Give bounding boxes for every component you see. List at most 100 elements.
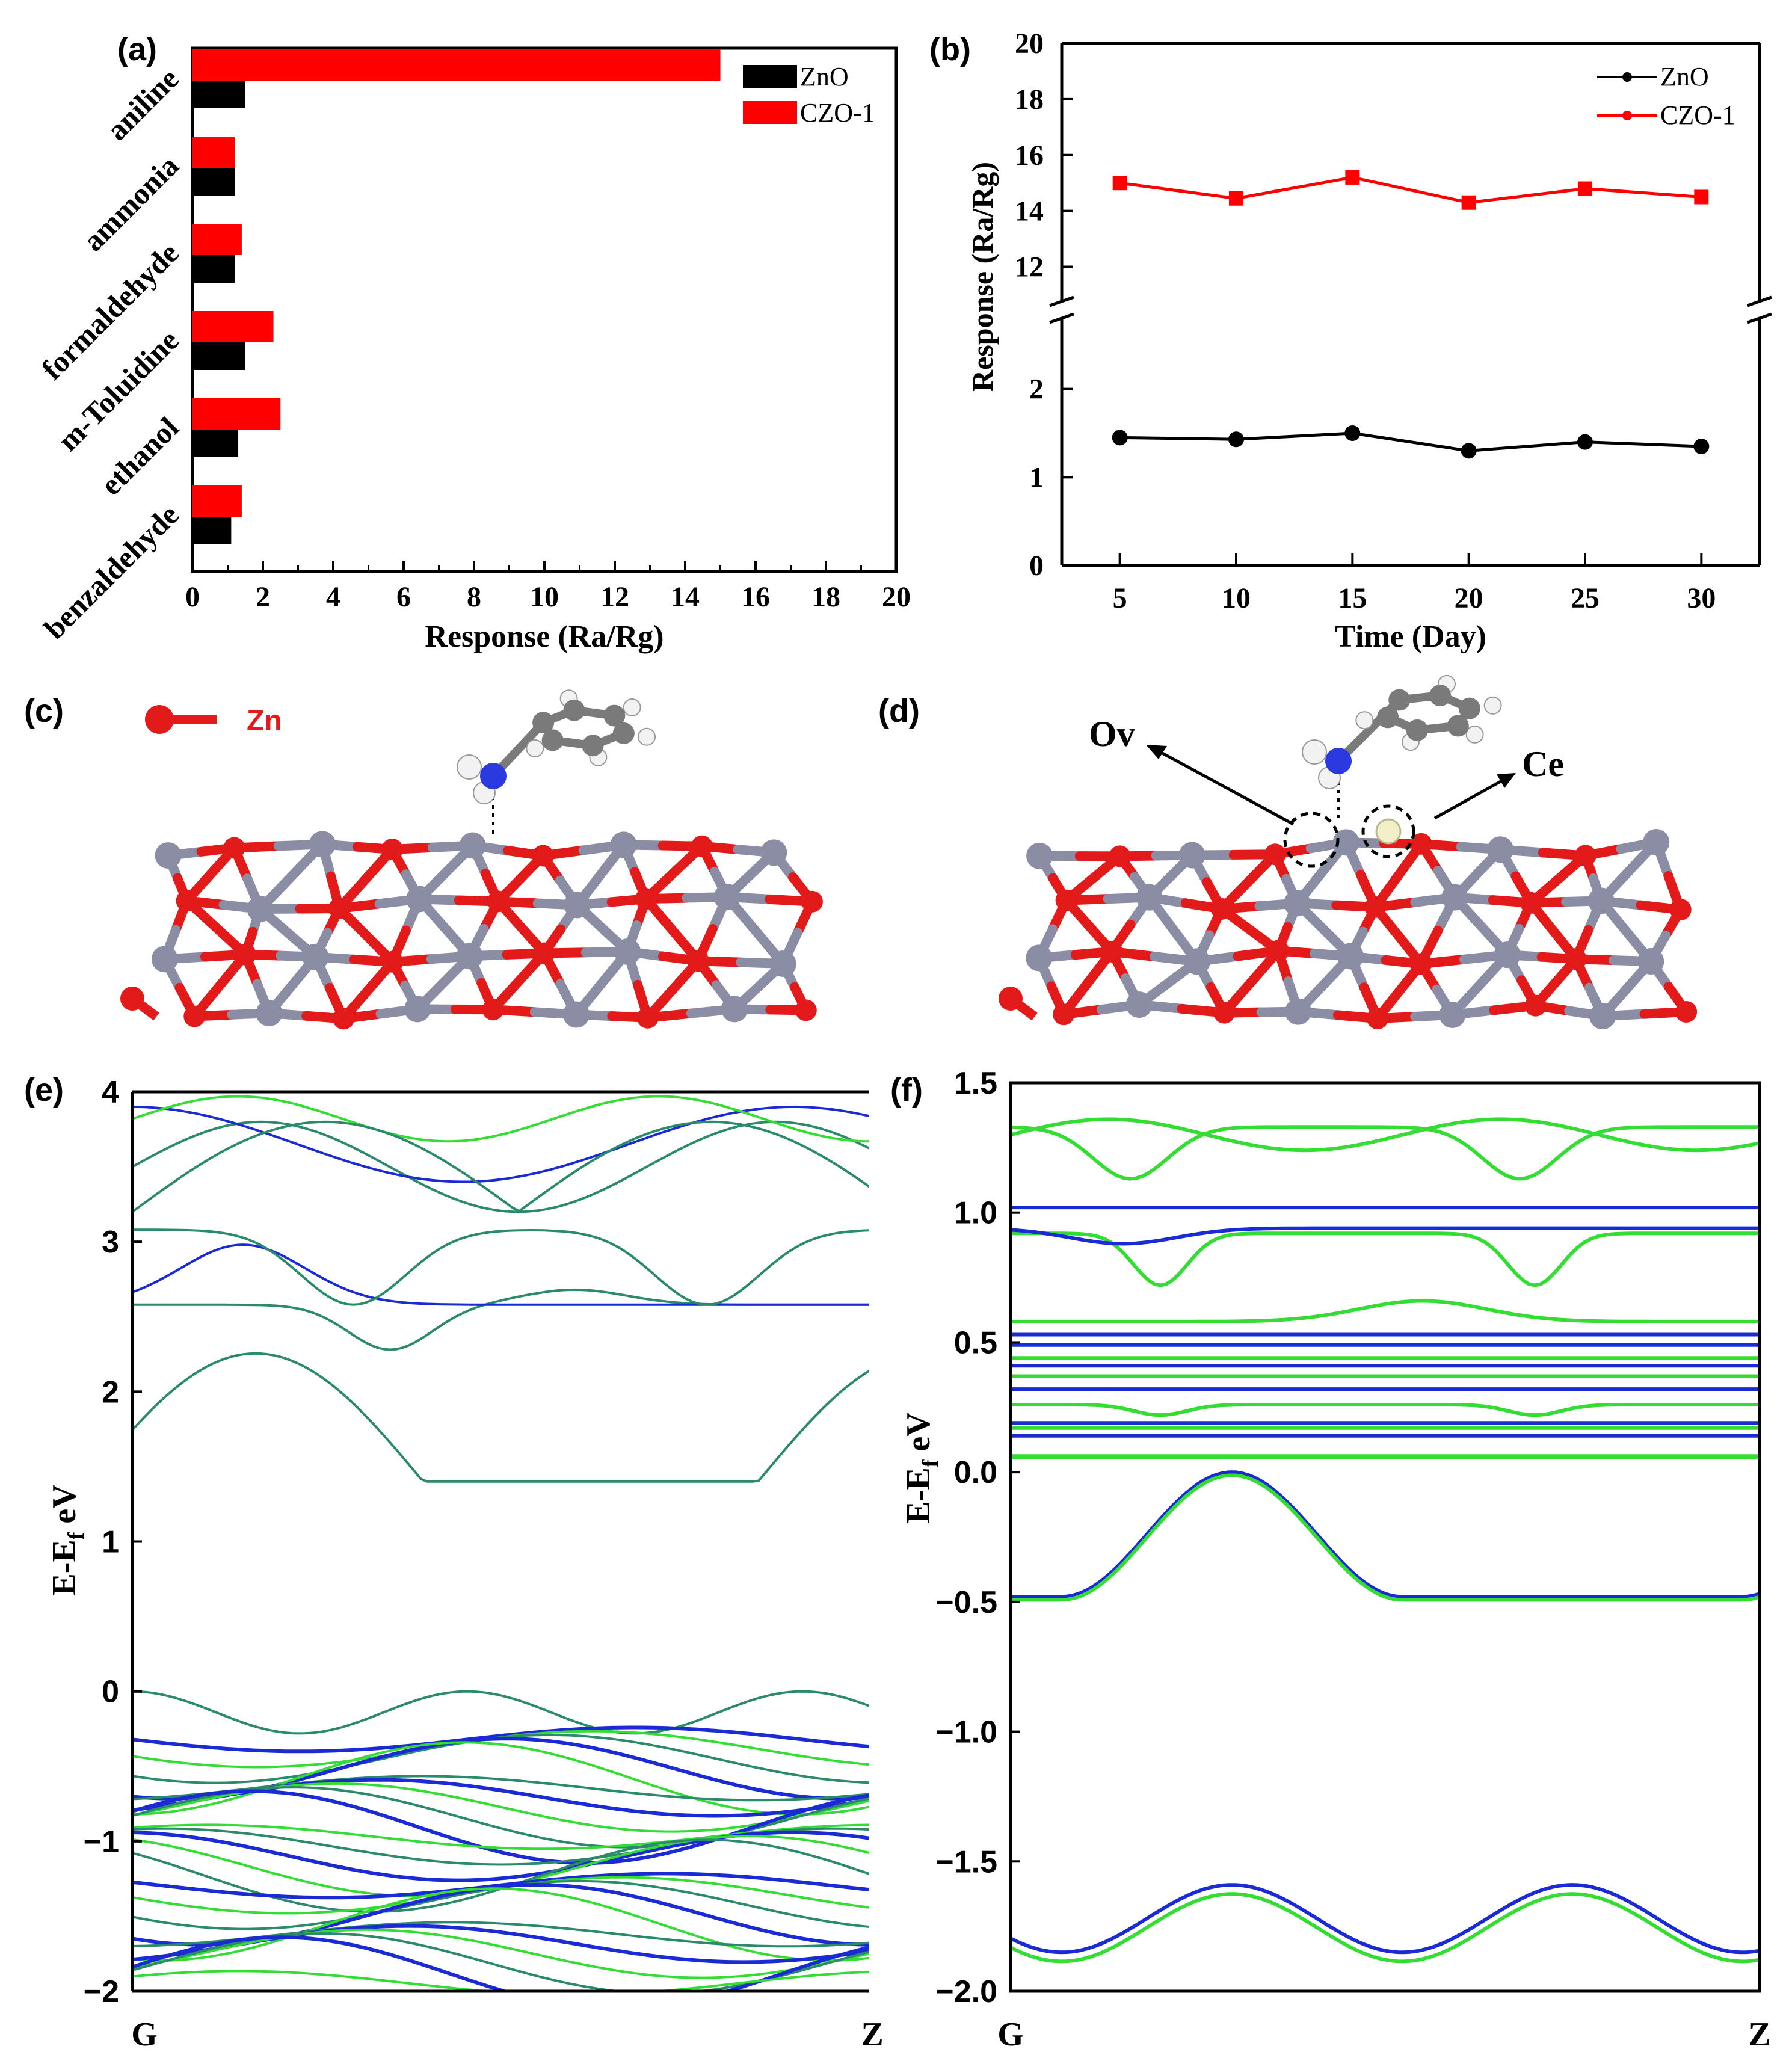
bar-czo-ethanol bbox=[192, 398, 281, 430]
zinc-atom bbox=[1125, 991, 1153, 1018]
band-line bbox=[1011, 1473, 1760, 1602]
ov-arrow bbox=[1157, 749, 1295, 826]
band-line bbox=[132, 1120, 869, 1213]
hydrogen-atom bbox=[1483, 696, 1502, 715]
zinc-atom bbox=[302, 943, 329, 970]
zinc-atom bbox=[406, 886, 433, 913]
band-line bbox=[1011, 1125, 1760, 1181]
carbon-atom bbox=[603, 704, 626, 727]
band-line bbox=[132, 1725, 869, 1754]
carbon-atom bbox=[1429, 685, 1452, 707]
y-tick-label: −2.0 bbox=[935, 1974, 997, 2009]
ce-label: Ce bbox=[1522, 744, 1564, 784]
zinc-atom bbox=[1285, 998, 1312, 1025]
point-ZnO bbox=[1577, 434, 1593, 450]
oxygen-atom bbox=[223, 837, 245, 859]
legend-label-b-zno: ZnO bbox=[1660, 62, 1709, 91]
legend-b: ZnO CZO-1 bbox=[1597, 62, 1735, 130]
zinc-atom bbox=[256, 1000, 283, 1027]
bar-zno-ethanol bbox=[192, 430, 239, 457]
band-line bbox=[132, 1778, 869, 1818]
panel-label-f: (f) bbox=[890, 1072, 923, 1108]
nitrogen-atom bbox=[480, 763, 507, 789]
point-ZnO bbox=[1112, 430, 1128, 446]
zinc-atom bbox=[1026, 944, 1053, 972]
svg-text:E-Ef eV: E-Ef eV bbox=[46, 1484, 89, 1595]
legend-swatch-zno bbox=[743, 65, 797, 88]
oxygen-atom bbox=[487, 890, 510, 913]
zn-legend-atom bbox=[145, 705, 174, 734]
oxygen-atom bbox=[635, 888, 657, 910]
bar-zno-ammonia bbox=[192, 168, 235, 196]
oxygen-atom bbox=[328, 898, 351, 920]
y-tick-label: 1 bbox=[102, 1525, 119, 1560]
plot-frame-b bbox=[1049, 42, 1772, 567]
oxygen-atom bbox=[801, 890, 823, 913]
hydrogen-atom bbox=[1355, 711, 1374, 730]
carbon-atom bbox=[541, 729, 564, 751]
legend-a: ZnO CZO-1 bbox=[743, 62, 875, 128]
y-tick-label-b: 1 bbox=[1029, 461, 1044, 493]
ce-atom bbox=[1375, 818, 1402, 845]
ov-label: Ov bbox=[1089, 714, 1135, 754]
oxygen-atom bbox=[1213, 1002, 1236, 1024]
point-CZO-1 bbox=[1694, 189, 1709, 205]
plot-frame-a bbox=[191, 46, 898, 573]
oxygen-atom bbox=[1055, 889, 1077, 911]
oxygen-atom bbox=[999, 987, 1023, 1011]
zinc-atom bbox=[1178, 842, 1205, 869]
y-tick-label-b: 16 bbox=[1015, 140, 1044, 171]
ce-arrow bbox=[1433, 778, 1505, 820]
oxygen-atom bbox=[333, 1008, 355, 1030]
zinc-atom bbox=[769, 950, 796, 978]
carbon-atom bbox=[582, 735, 604, 757]
zinc-atom bbox=[610, 831, 637, 858]
point-CZO-1 bbox=[1461, 195, 1476, 210]
x-tick-label-a: 14 bbox=[671, 581, 700, 613]
ce-highlight-circle bbox=[1361, 804, 1415, 858]
bar-zno-m-Toluidine bbox=[192, 342, 245, 370]
carbon-atom bbox=[1458, 697, 1480, 719]
band-line bbox=[132, 1105, 869, 1183]
carbon-atom bbox=[532, 712, 555, 734]
category-label-ammonia: ammonia bbox=[76, 149, 185, 257]
zinc-atom bbox=[1441, 884, 1468, 911]
legend-label-czo: CZO-1 bbox=[800, 98, 875, 128]
zno-slab-c bbox=[120, 831, 823, 1030]
point-CZO-1 bbox=[1578, 181, 1592, 196]
bar-czo-ammonia bbox=[192, 137, 235, 168]
y-tick-label-b: 2 bbox=[1029, 374, 1044, 405]
hydrogen-atom bbox=[1302, 739, 1327, 765]
x-tick-label-b: 25 bbox=[1571, 582, 1600, 614]
oxygen-atom bbox=[687, 950, 709, 972]
band-line bbox=[132, 1928, 869, 1979]
band-line bbox=[132, 1830, 869, 1882]
bar-czo-m-Toluidine bbox=[192, 311, 274, 342]
panel-label-c: (c) bbox=[24, 693, 64, 729]
ov-arrow-head bbox=[1146, 745, 1167, 759]
zinc-atom bbox=[1487, 836, 1514, 863]
carbon-atom bbox=[612, 722, 635, 744]
band-line bbox=[132, 1095, 869, 1143]
zinc-atom bbox=[1494, 941, 1521, 969]
oxygen-atom bbox=[381, 839, 404, 861]
y-tick-label-b: 20 bbox=[1015, 28, 1044, 60]
x-tick-label-a: 18 bbox=[811, 581, 840, 613]
x-tick-label-b: 5 bbox=[1113, 582, 1127, 614]
oxygen-atom bbox=[183, 1005, 206, 1027]
x-tick-label-a: 10 bbox=[530, 581, 559, 613]
czo-slab-d bbox=[999, 829, 1698, 1030]
y-tick-label: 4 bbox=[102, 1075, 119, 1110]
oxygen-atom bbox=[795, 999, 817, 1021]
panel-label-b: (b) bbox=[929, 31, 971, 67]
band-line bbox=[1011, 1883, 1760, 1955]
zinc-atom bbox=[1136, 884, 1163, 911]
oxygen-atom bbox=[482, 999, 504, 1021]
zinc-atom bbox=[713, 883, 741, 910]
zinc-atom bbox=[151, 946, 178, 973]
x-tick-label-a: 4 bbox=[326, 581, 340, 613]
aniline-molecule-c bbox=[457, 689, 656, 836]
band-line bbox=[132, 1887, 869, 1962]
band-structure-e: 4 3 2 1 0 −1 −2 G Z E-Ef eV bbox=[46, 1075, 884, 2053]
x-tick-f-g: G bbox=[997, 2016, 1024, 2053]
